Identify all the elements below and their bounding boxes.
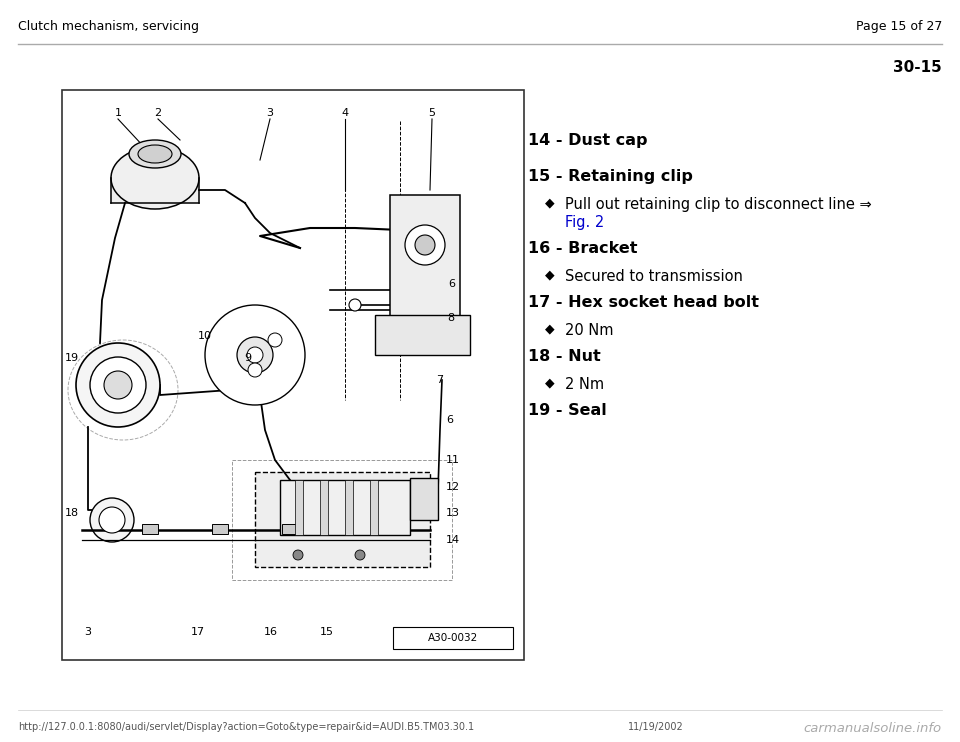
- Text: 17: 17: [191, 627, 205, 637]
- Bar: [282, 524, 298, 534]
- Text: 18 - Nut: 18 - Nut: [528, 349, 601, 364]
- Text: carmanualsoline.info: carmanualsoline.info: [804, 722, 942, 735]
- Circle shape: [268, 333, 282, 347]
- Circle shape: [415, 235, 435, 255]
- Circle shape: [237, 337, 273, 373]
- Bar: [345, 480, 353, 535]
- FancyBboxPatch shape: [255, 472, 430, 567]
- FancyBboxPatch shape: [375, 315, 470, 355]
- Text: Pull out retaining clip to disconnect line ⇒: Pull out retaining clip to disconnect li…: [565, 197, 872, 212]
- Text: ◆: ◆: [545, 197, 555, 209]
- Ellipse shape: [129, 140, 181, 168]
- Text: 10: 10: [198, 331, 212, 341]
- Circle shape: [76, 343, 160, 427]
- Text: 8: 8: [447, 313, 455, 323]
- Bar: [142, 524, 158, 534]
- Text: Secured to transmission: Secured to transmission: [565, 269, 743, 284]
- Text: 30-15: 30-15: [893, 60, 942, 75]
- Text: Fig. 2: Fig. 2: [565, 215, 604, 230]
- Text: ◆: ◆: [545, 323, 555, 335]
- Text: 9: 9: [245, 353, 252, 363]
- Text: 2: 2: [155, 108, 161, 118]
- Text: 20 Nm: 20 Nm: [565, 323, 613, 338]
- Text: ◆: ◆: [545, 269, 555, 281]
- Text: 14: 14: [446, 535, 460, 545]
- Text: http://127.0.0.1:8080/audi/servlet/Display?action=Goto&type=repair&id=AUDI.B5.TM: http://127.0.0.1:8080/audi/servlet/Displ…: [18, 722, 474, 732]
- Text: 17 - Hex socket head bolt: 17 - Hex socket head bolt: [528, 295, 759, 310]
- Text: 14 - Dust cap: 14 - Dust cap: [528, 133, 647, 148]
- Text: 6: 6: [446, 415, 453, 425]
- Text: 19 - Seal: 19 - Seal: [528, 403, 607, 418]
- Text: 3: 3: [267, 108, 274, 118]
- FancyBboxPatch shape: [390, 195, 460, 355]
- Text: Clutch mechanism, servicing: Clutch mechanism, servicing: [18, 20, 199, 33]
- Text: 13: 13: [446, 508, 460, 518]
- Circle shape: [293, 550, 303, 560]
- Text: 2 Nm: 2 Nm: [565, 377, 604, 392]
- Text: 6: 6: [448, 279, 455, 289]
- Text: 5: 5: [428, 108, 436, 118]
- Circle shape: [355, 550, 365, 560]
- Text: 11: 11: [446, 455, 460, 465]
- Circle shape: [405, 225, 445, 265]
- Circle shape: [90, 498, 134, 542]
- Bar: [320, 480, 328, 535]
- Text: A30-0032: A30-0032: [428, 633, 478, 643]
- Circle shape: [248, 363, 262, 377]
- Text: 3: 3: [84, 627, 91, 637]
- Text: 18: 18: [65, 508, 79, 518]
- Text: 19: 19: [65, 353, 79, 363]
- FancyBboxPatch shape: [111, 178, 199, 203]
- Text: 1: 1: [114, 108, 122, 118]
- Circle shape: [349, 299, 361, 311]
- Text: 12: 12: [446, 482, 460, 492]
- Bar: [295, 480, 303, 535]
- Text: 15: 15: [320, 627, 334, 637]
- Ellipse shape: [138, 145, 172, 163]
- Text: 16: 16: [264, 627, 278, 637]
- Circle shape: [247, 347, 263, 363]
- FancyBboxPatch shape: [393, 627, 513, 649]
- Bar: [62, 90, 524, 660]
- Text: ◆: ◆: [545, 376, 555, 390]
- Circle shape: [104, 371, 132, 399]
- Text: Page 15 of 27: Page 15 of 27: [855, 20, 942, 33]
- Circle shape: [205, 305, 305, 405]
- Text: 11/19/2002: 11/19/2002: [628, 722, 684, 732]
- Text: 15 - Retaining clip: 15 - Retaining clip: [528, 169, 693, 184]
- Ellipse shape: [111, 147, 199, 209]
- Circle shape: [90, 357, 146, 413]
- Text: 16 - Bracket: 16 - Bracket: [528, 241, 637, 256]
- Circle shape: [99, 507, 125, 533]
- FancyBboxPatch shape: [410, 478, 438, 520]
- FancyBboxPatch shape: [280, 480, 410, 535]
- Text: 7: 7: [437, 375, 444, 385]
- Bar: [370, 480, 378, 535]
- Text: 4: 4: [342, 108, 348, 118]
- Bar: [212, 524, 228, 534]
